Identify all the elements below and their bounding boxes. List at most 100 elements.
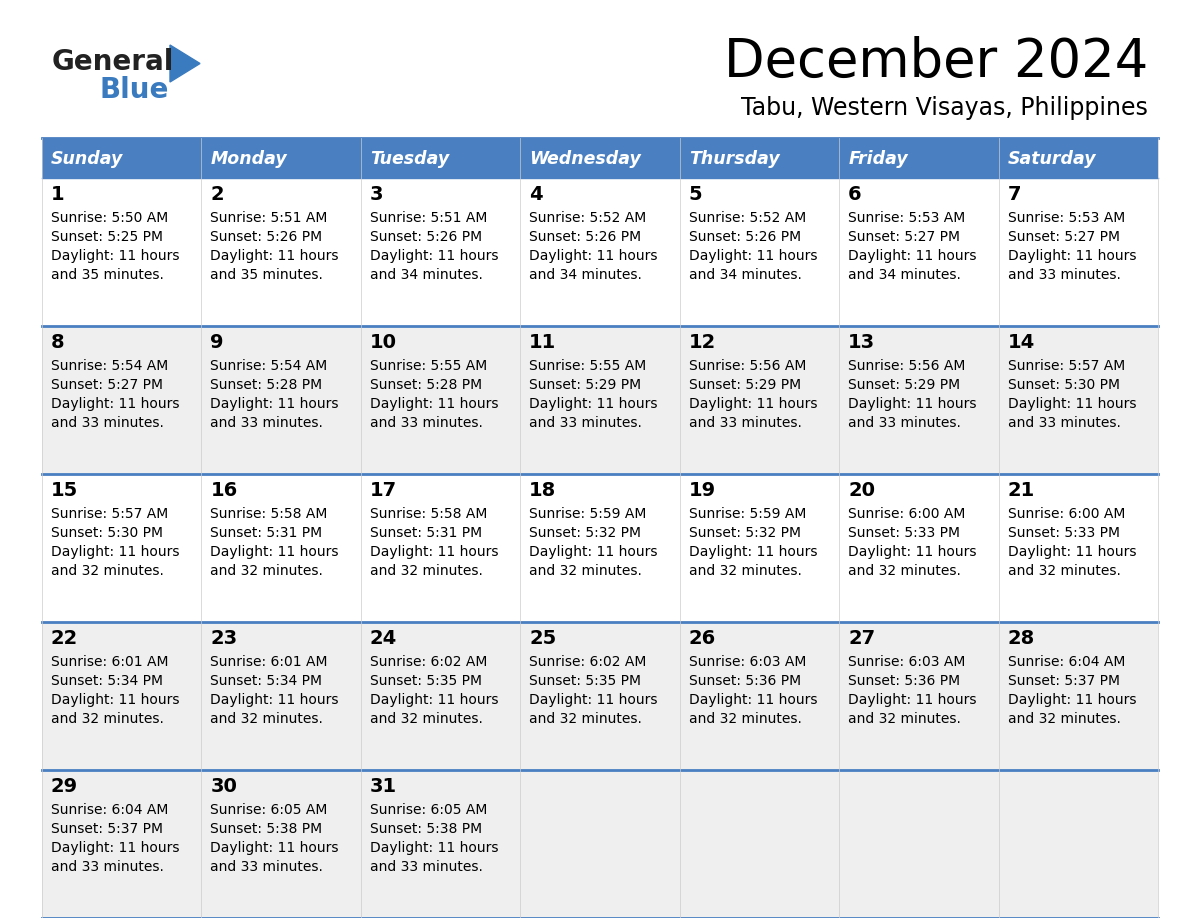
- Text: Sunday: Sunday: [51, 150, 124, 168]
- Text: Daylight: 11 hours: Daylight: 11 hours: [1007, 397, 1136, 411]
- Text: Daylight: 11 hours: Daylight: 11 hours: [51, 249, 179, 263]
- Text: Sunrise: 6:00 AM: Sunrise: 6:00 AM: [1007, 507, 1125, 521]
- Text: Thursday: Thursday: [689, 150, 779, 168]
- Text: and 32 minutes.: and 32 minutes.: [848, 712, 961, 726]
- Bar: [42, 622, 202, 770]
- Text: 29: 29: [51, 777, 78, 796]
- Text: 26: 26: [689, 629, 716, 647]
- Text: Sunrise: 6:02 AM: Sunrise: 6:02 AM: [530, 655, 646, 669]
- Bar: [202, 622, 361, 770]
- Text: and 33 minutes.: and 33 minutes.: [689, 416, 802, 430]
- Text: Sunrise: 5:53 AM: Sunrise: 5:53 AM: [1007, 211, 1125, 225]
- Text: 30: 30: [210, 777, 238, 796]
- Text: Daylight: 11 hours: Daylight: 11 hours: [210, 693, 339, 707]
- Bar: [361, 770, 520, 918]
- Text: and 33 minutes.: and 33 minutes.: [210, 860, 323, 874]
- Text: Sunrise: 6:01 AM: Sunrise: 6:01 AM: [210, 655, 328, 669]
- Text: Sunrise: 5:59 AM: Sunrise: 5:59 AM: [689, 507, 807, 521]
- Text: and 33 minutes.: and 33 minutes.: [51, 416, 164, 430]
- Text: Daylight: 11 hours: Daylight: 11 hours: [848, 693, 977, 707]
- Text: and 32 minutes.: and 32 minutes.: [210, 564, 323, 578]
- Text: and 33 minutes.: and 33 minutes.: [1007, 416, 1120, 430]
- Text: and 34 minutes.: and 34 minutes.: [369, 268, 482, 282]
- Bar: [839, 770, 999, 918]
- Text: 14: 14: [1007, 332, 1035, 352]
- Text: 18: 18: [530, 480, 556, 499]
- Text: and 32 minutes.: and 32 minutes.: [51, 564, 164, 578]
- Bar: [680, 474, 839, 622]
- Text: and 33 minutes.: and 33 minutes.: [369, 416, 482, 430]
- Text: Sunset: 5:26 PM: Sunset: 5:26 PM: [369, 230, 482, 244]
- Text: Sunset: 5:26 PM: Sunset: 5:26 PM: [689, 230, 801, 244]
- Text: Daylight: 11 hours: Daylight: 11 hours: [369, 545, 498, 559]
- Text: Sunset: 5:27 PM: Sunset: 5:27 PM: [848, 230, 960, 244]
- Text: Sunset: 5:29 PM: Sunset: 5:29 PM: [530, 378, 642, 392]
- Text: Sunset: 5:32 PM: Sunset: 5:32 PM: [689, 526, 801, 540]
- Text: Sunrise: 5:50 AM: Sunrise: 5:50 AM: [51, 211, 169, 225]
- Text: Sunset: 5:37 PM: Sunset: 5:37 PM: [51, 822, 163, 836]
- Text: 12: 12: [689, 332, 716, 352]
- Text: Sunset: 5:28 PM: Sunset: 5:28 PM: [369, 378, 482, 392]
- Text: 3: 3: [369, 185, 384, 204]
- Text: and 34 minutes.: and 34 minutes.: [848, 268, 961, 282]
- Bar: [520, 326, 680, 474]
- Text: and 33 minutes.: and 33 minutes.: [210, 416, 323, 430]
- Text: Sunset: 5:25 PM: Sunset: 5:25 PM: [51, 230, 163, 244]
- Text: 15: 15: [51, 480, 78, 499]
- Bar: [680, 622, 839, 770]
- Text: and 33 minutes.: and 33 minutes.: [848, 416, 961, 430]
- Text: Daylight: 11 hours: Daylight: 11 hours: [1007, 545, 1136, 559]
- Text: 7: 7: [1007, 185, 1020, 204]
- Text: Daylight: 11 hours: Daylight: 11 hours: [530, 693, 658, 707]
- Bar: [361, 326, 520, 474]
- Text: Sunrise: 5:55 AM: Sunrise: 5:55 AM: [530, 359, 646, 373]
- Text: Sunset: 5:29 PM: Sunset: 5:29 PM: [689, 378, 801, 392]
- Text: Blue: Blue: [100, 76, 170, 104]
- Bar: [839, 474, 999, 622]
- Text: 24: 24: [369, 629, 397, 647]
- Bar: [999, 178, 1158, 326]
- Text: Sunrise: 6:05 AM: Sunrise: 6:05 AM: [210, 803, 328, 817]
- Bar: [42, 138, 202, 178]
- Text: Daylight: 11 hours: Daylight: 11 hours: [210, 397, 339, 411]
- Text: and 35 minutes.: and 35 minutes.: [210, 268, 323, 282]
- Text: Sunrise: 5:56 AM: Sunrise: 5:56 AM: [689, 359, 807, 373]
- Text: Sunset: 5:30 PM: Sunset: 5:30 PM: [51, 526, 163, 540]
- Text: Daylight: 11 hours: Daylight: 11 hours: [210, 249, 339, 263]
- Bar: [42, 770, 202, 918]
- Text: Sunset: 5:27 PM: Sunset: 5:27 PM: [1007, 230, 1119, 244]
- Bar: [999, 326, 1158, 474]
- Text: Tabu, Western Visayas, Philippines: Tabu, Western Visayas, Philippines: [741, 96, 1148, 120]
- Text: Sunrise: 6:03 AM: Sunrise: 6:03 AM: [848, 655, 966, 669]
- Text: Sunrise: 6:05 AM: Sunrise: 6:05 AM: [369, 803, 487, 817]
- Text: Daylight: 11 hours: Daylight: 11 hours: [530, 249, 658, 263]
- Text: Daylight: 11 hours: Daylight: 11 hours: [1007, 693, 1136, 707]
- Text: 31: 31: [369, 777, 397, 796]
- Text: and 32 minutes.: and 32 minutes.: [51, 712, 164, 726]
- Text: Sunrise: 5:56 AM: Sunrise: 5:56 AM: [848, 359, 966, 373]
- Bar: [361, 178, 520, 326]
- Text: and 33 minutes.: and 33 minutes.: [530, 416, 643, 430]
- Bar: [999, 622, 1158, 770]
- Text: and 32 minutes.: and 32 minutes.: [1007, 564, 1120, 578]
- Text: Sunrise: 6:01 AM: Sunrise: 6:01 AM: [51, 655, 169, 669]
- Text: Sunrise: 6:03 AM: Sunrise: 6:03 AM: [689, 655, 807, 669]
- Text: Daylight: 11 hours: Daylight: 11 hours: [210, 841, 339, 855]
- Text: 8: 8: [51, 332, 64, 352]
- Text: Daylight: 11 hours: Daylight: 11 hours: [369, 397, 498, 411]
- Text: and 34 minutes.: and 34 minutes.: [689, 268, 802, 282]
- Bar: [520, 770, 680, 918]
- Bar: [42, 178, 202, 326]
- Text: Daylight: 11 hours: Daylight: 11 hours: [848, 249, 977, 263]
- Text: Daylight: 11 hours: Daylight: 11 hours: [689, 693, 817, 707]
- Text: Sunrise: 5:53 AM: Sunrise: 5:53 AM: [848, 211, 966, 225]
- Text: and 33 minutes.: and 33 minutes.: [369, 860, 482, 874]
- Text: Sunset: 5:35 PM: Sunset: 5:35 PM: [530, 674, 642, 688]
- Bar: [202, 474, 361, 622]
- Text: Sunrise: 6:04 AM: Sunrise: 6:04 AM: [51, 803, 169, 817]
- Text: 25: 25: [530, 629, 556, 647]
- Text: Sunset: 5:27 PM: Sunset: 5:27 PM: [51, 378, 163, 392]
- Text: Sunset: 5:30 PM: Sunset: 5:30 PM: [1007, 378, 1119, 392]
- Text: Daylight: 11 hours: Daylight: 11 hours: [530, 545, 658, 559]
- Text: and 32 minutes.: and 32 minutes.: [369, 564, 482, 578]
